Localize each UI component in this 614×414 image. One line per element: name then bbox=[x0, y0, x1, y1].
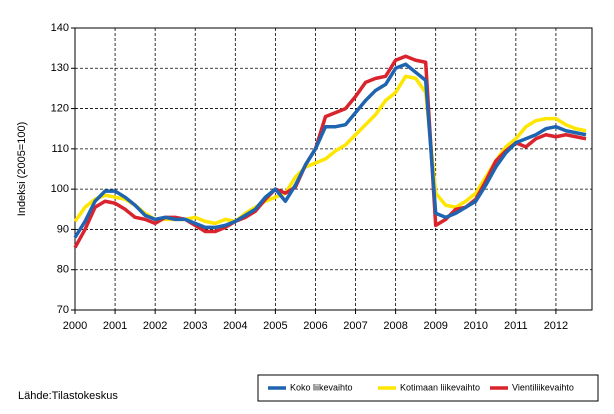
x-tick-label: 2010 bbox=[464, 320, 488, 332]
x-tick-label: 2005 bbox=[263, 320, 287, 332]
series-line bbox=[73, 54, 587, 249]
legend-label: Vientiliikevaihto bbox=[512, 382, 574, 392]
y-tick-label: 130 bbox=[51, 62, 69, 74]
legend-box bbox=[257, 374, 599, 402]
y-tick-label: 100 bbox=[51, 183, 69, 195]
x-tick-label: 2004 bbox=[223, 320, 247, 332]
y-tick-label: 140 bbox=[51, 22, 69, 34]
x-tick-label: 2001 bbox=[103, 320, 127, 332]
plot-border bbox=[74, 27, 593, 311]
series-line bbox=[73, 62, 587, 239]
source: Lähde:Tilastokeskus bbox=[18, 390, 118, 402]
x-tick-label: 2007 bbox=[343, 320, 367, 332]
x-tick-label: 2000 bbox=[63, 320, 87, 332]
x-tick-label: 2011 bbox=[504, 320, 528, 332]
x-tick-label: 2012 bbox=[544, 320, 568, 332]
x-tick-label: 2006 bbox=[303, 320, 327, 332]
y-tick-label: 80 bbox=[57, 264, 69, 276]
y-tick-label: 70 bbox=[57, 304, 69, 316]
legend: Koko liikevaihto Kotimaan liikevaihto Vien… bbox=[268, 382, 574, 392]
x-tick-label: 2002 bbox=[143, 320, 167, 332]
y-tick-label: 110 bbox=[51, 143, 69, 155]
y-tick-label: 120 bbox=[51, 102, 69, 114]
legend-label: Kotimaan liikevaihto bbox=[400, 382, 480, 392]
legend-label: Koko liikevaihto bbox=[290, 382, 353, 392]
y-tick-label: 90 bbox=[57, 223, 69, 235]
x-tick-label: 2009 bbox=[423, 320, 447, 332]
x-tick-label: 2003 bbox=[183, 320, 207, 332]
y-axis-label: Indeksi (2005=100) bbox=[16, 122, 28, 216]
x-tick-label: 2008 bbox=[383, 320, 407, 332]
